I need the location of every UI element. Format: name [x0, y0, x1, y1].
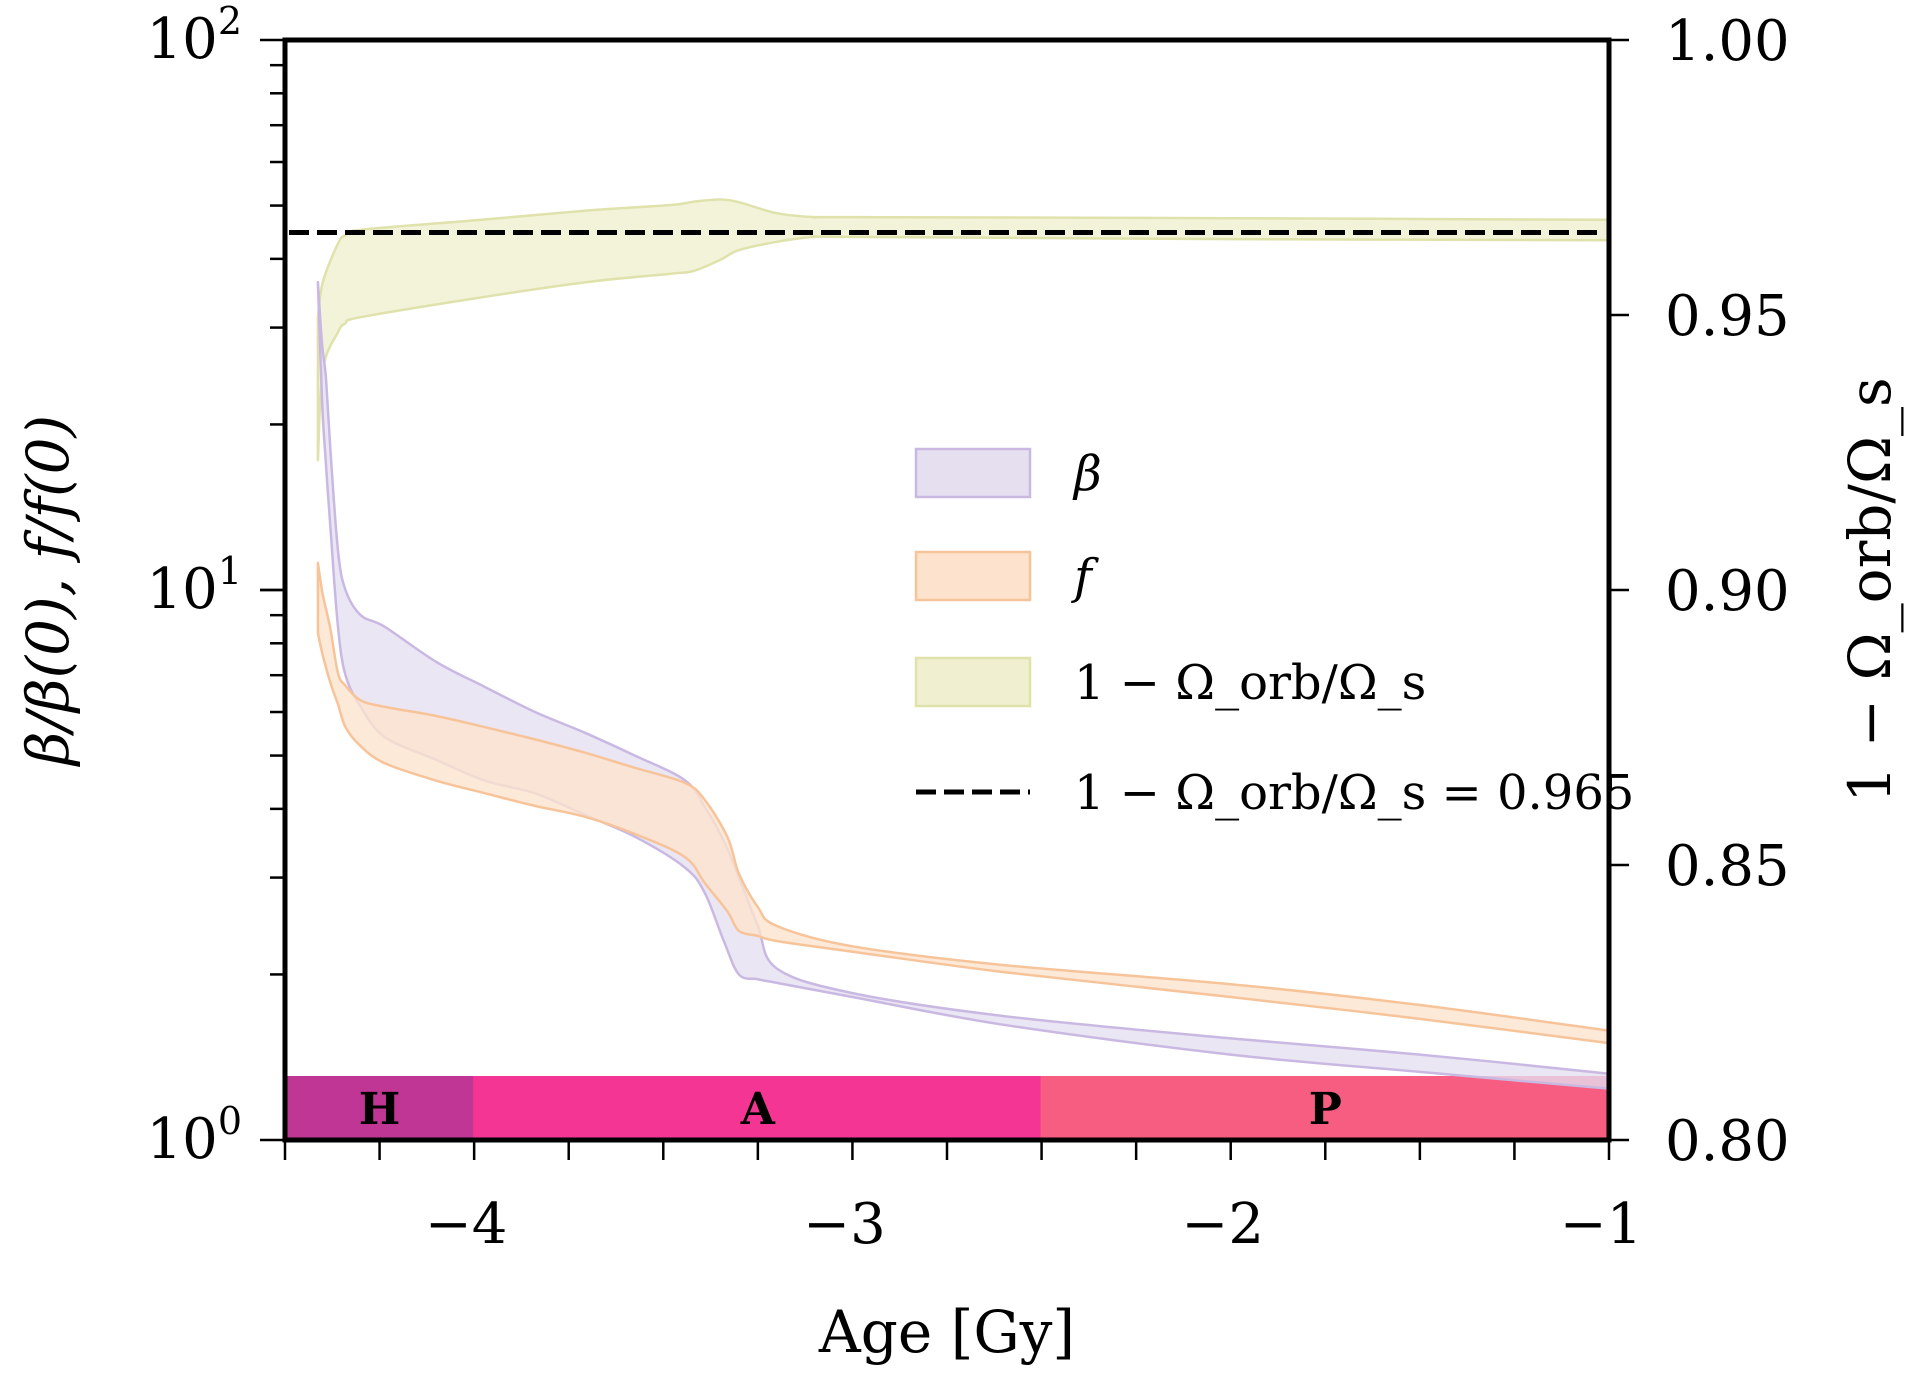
phase-label-p: P — [1309, 1084, 1342, 1135]
series-areas — [316, 198, 1611, 1090]
x-tick-label: −3 — [803, 1192, 886, 1257]
legend-label: 1 − Ω_orb/Ω_s = 0.965 — [1074, 765, 1634, 821]
legend-label: 1 − Ω_orb/Ω_s — [1074, 655, 1426, 711]
x-tick-label: −1 — [1560, 1192, 1643, 1257]
phase-band-p — [1040, 1076, 1610, 1141]
legend-swatch — [914, 447, 1032, 499]
phase-band-h — [284, 1076, 476, 1141]
phase-label-a: A — [740, 1084, 776, 1135]
y-axis-right-label: 1 − Ω_orb/Ω_s — [1836, 377, 1904, 803]
y-left-tick-label: 101 — [147, 549, 242, 622]
x-axis-label: Age [Gy] — [818, 1298, 1075, 1366]
series-area-omega-ratio — [316, 198, 1611, 462]
y-right-tick-label: 0.80 — [1665, 1109, 1790, 1174]
y-left-tick-label: 100 — [147, 1099, 242, 1172]
phase-label-h: H — [359, 1084, 401, 1135]
ticks: −4 −3 −2 −1 100 101 102 0.80 0.85 0.90 0.95 1.00 — [147, 0, 1790, 1257]
x-tick-label: −4 — [425, 1192, 508, 1257]
x-tick-label: −2 — [1181, 1192, 1264, 1257]
legend: βf 1 − Ω_orb/Ω_s 1 − Ω_orb/Ω_s = 0.965 — [914, 446, 1634, 821]
legend-label: f — [1071, 549, 1099, 605]
phase-band-a — [473, 1076, 1043, 1141]
y-right-tick-label: 0.95 — [1665, 284, 1790, 349]
y-right-tick-label: 1.00 — [1665, 9, 1790, 74]
y-left-tick-label: 102 — [147, 0, 242, 72]
legend-swatch — [914, 656, 1032, 708]
y-axis-left-label: β/β(0), f/f(0) — [14, 415, 82, 767]
legend-label: β — [1072, 446, 1102, 502]
legend-swatch — [914, 550, 1032, 602]
y-right-tick-label: 0.85 — [1665, 834, 1790, 899]
y-right-tick-label: 0.90 — [1665, 559, 1790, 624]
